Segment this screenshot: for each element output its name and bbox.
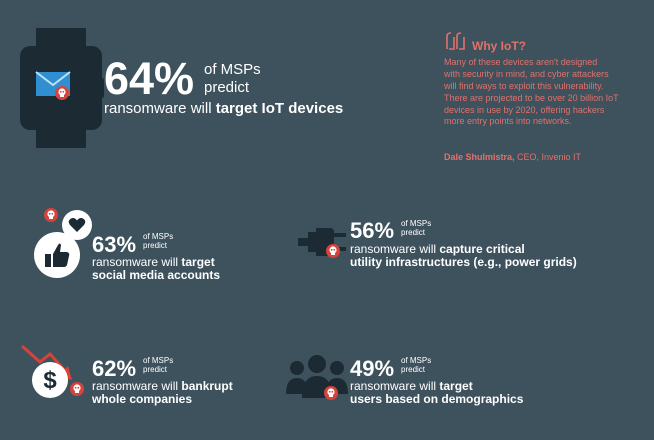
dollar-coin-icon: $ bbox=[32, 362, 68, 398]
thumbs-up-icon bbox=[34, 232, 80, 278]
stat-predict: predict bbox=[401, 365, 426, 374]
stat-of-msps: of MSPs bbox=[143, 356, 174, 365]
stat-percent: 49% bbox=[350, 356, 395, 381]
quote-title: Why IoT? bbox=[472, 39, 526, 53]
hero-desc-prefix: ransomware will bbox=[104, 100, 216, 117]
quote-attribution: Dale Shulmistra, CEO, Invenio IT bbox=[444, 147, 581, 165]
stat-predict: predict bbox=[143, 365, 168, 374]
svg-text:$: $ bbox=[43, 367, 57, 394]
hero-percent: 64% bbox=[104, 53, 195, 104]
stat-of-msps: of MSPs bbox=[401, 356, 432, 365]
quote-line: devices in use by 2020, offering hackers bbox=[444, 104, 605, 115]
stat-percent: 62% bbox=[92, 356, 137, 381]
quote-line: will find ways to exploit this vulnerabi… bbox=[444, 80, 604, 91]
stat-description: ransomware will target social media acco… bbox=[92, 255, 221, 283]
stat-of-msps: of MSPs bbox=[401, 219, 432, 228]
stat-of-msps: of MSPs bbox=[143, 232, 174, 241]
quote-body: Many of these devices aren't designed wi… bbox=[444, 57, 644, 128]
skull-icon bbox=[324, 386, 338, 400]
quote-line: more entry points into networks. bbox=[444, 116, 572, 127]
stat-predict: predict bbox=[143, 241, 168, 250]
stat-percent: 63% bbox=[92, 232, 137, 257]
quote-line: Many of these devices aren't designed bbox=[444, 57, 598, 67]
skull-icon bbox=[70, 382, 84, 396]
hero-predict: predict bbox=[204, 79, 250, 96]
hero-of-msps: of MSPs bbox=[204, 61, 261, 78]
stat-percent: 56% bbox=[350, 218, 395, 243]
quote-mark-icon bbox=[446, 32, 466, 50]
quote-role: CEO, Invenio IT bbox=[514, 152, 582, 162]
user-group-icon bbox=[286, 354, 348, 398]
stat-description: ransomware will bankrupt whole companies bbox=[92, 379, 233, 407]
stat-predict: predict bbox=[401, 228, 426, 237]
hero-description: ransomware will target IoT devices bbox=[104, 100, 343, 117]
hero-desc-bold: target IoT devices bbox=[215, 100, 344, 117]
stat-description: ransomware will target users based on de… bbox=[350, 379, 524, 407]
skull-icon bbox=[55, 86, 69, 100]
quote-line: with security in mind, and cyber attacke… bbox=[444, 68, 609, 79]
skull-icon bbox=[44, 208, 58, 222]
quote-line: There are projected to be over 20 billio… bbox=[444, 92, 619, 103]
stat-description: ransomware will capture critical utility… bbox=[350, 242, 577, 270]
quote-author: Dale Shulmistra, bbox=[444, 152, 515, 162]
skull-icon bbox=[326, 244, 340, 258]
heart-bubble-icon bbox=[62, 210, 92, 240]
